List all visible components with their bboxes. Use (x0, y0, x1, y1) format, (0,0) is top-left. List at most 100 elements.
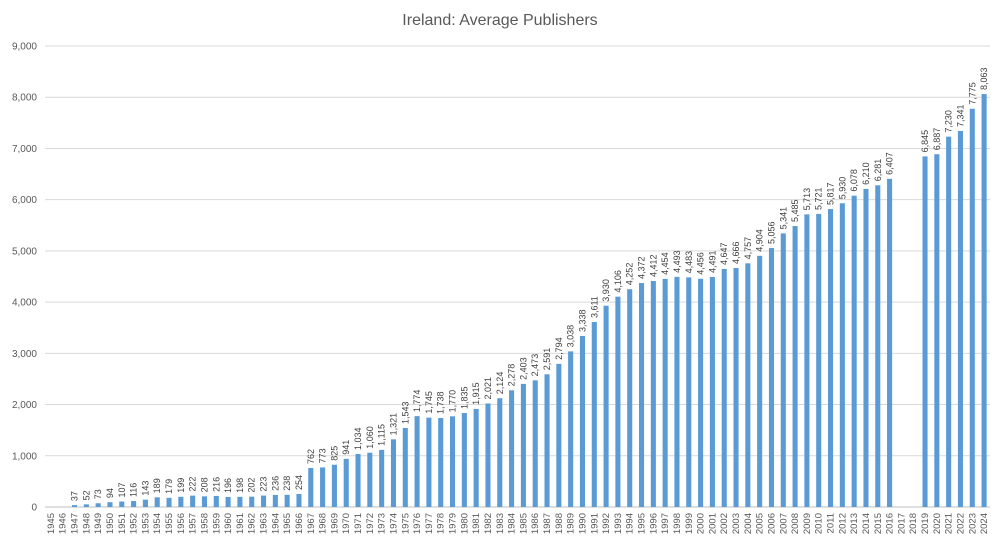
bar (638, 283, 645, 507)
x-tick-label: 1995 (637, 513, 648, 534)
data-label: 1,915 (471, 382, 481, 405)
data-label: 254 (294, 475, 304, 490)
bar (934, 154, 940, 508)
x-tick-label: 1957 (188, 513, 199, 534)
data-label: 6,078 (849, 169, 859, 192)
data-label: 179 (164, 479, 174, 494)
x-tick-label: 1996 (648, 513, 659, 534)
x-tick-label: 1999 (684, 513, 695, 534)
data-label: 2,794 (554, 337, 564, 360)
bar (946, 136, 952, 507)
data-label: 107 (117, 482, 127, 497)
data-label: 5,341 (778, 207, 788, 230)
data-label: 6,210 (861, 162, 871, 185)
data-label: 5,056 (766, 221, 776, 244)
data-label: 5,485 (790, 200, 800, 223)
x-tick-label: 1956 (176, 513, 187, 534)
bar (237, 496, 243, 507)
bar (414, 416, 420, 507)
bar (213, 495, 219, 507)
y-tick-label: 6,000 (12, 195, 37, 206)
data-label: 7,341 (955, 104, 965, 127)
data-label: 4,757 (743, 237, 753, 260)
x-tick-label: 1980 (459, 513, 470, 534)
data-label: 1,774 (412, 390, 422, 413)
x-tick-label: 1967 (306, 513, 317, 534)
bar (544, 374, 550, 507)
bar (851, 195, 857, 507)
bar (780, 233, 786, 507)
data-label: 825 (329, 446, 339, 461)
data-label: 2,591 (542, 348, 552, 371)
x-tick-label: 1990 (577, 513, 588, 534)
gridlines (45, 45, 990, 508)
x-tick-label: 1986 (530, 513, 541, 534)
bar (981, 93, 987, 507)
x-tick-label: 1993 (613, 513, 624, 534)
bar (296, 493, 302, 507)
x-tick-label: 1987 (542, 513, 553, 534)
bar (804, 214, 810, 508)
x-tick-label: 1953 (140, 513, 151, 534)
bar (792, 226, 798, 507)
x-tick-label: 1983 (495, 513, 506, 534)
data-label: 6,845 (920, 130, 930, 153)
data-label: 5,817 (826, 183, 836, 206)
data-label: 1,060 (365, 426, 375, 449)
data-label: 199 (176, 478, 186, 493)
bar (95, 503, 101, 507)
bar (390, 439, 397, 507)
data-labels: 37 52 73 94 107 116 143 189 179 199 222 208 216 196 19… (70, 67, 990, 501)
data-label: 1,543 (400, 401, 410, 424)
x-tick-label: 1984 (507, 513, 518, 534)
bar (603, 305, 609, 507)
data-label: 6,281 (873, 159, 883, 182)
x-tick-label: 1948 (81, 513, 92, 534)
data-label: 238 (282, 476, 292, 491)
x-tick-label: 1979 (448, 513, 459, 534)
x-tick-label: 1961 (235, 513, 246, 534)
bar (745, 263, 751, 507)
data-label: 5,721 (814, 187, 824, 210)
x-tick-label: 1966 (294, 513, 305, 534)
data-label: 1,321 (388, 413, 398, 436)
x-tick-label: 1976 (412, 513, 423, 534)
data-label: 4,904 (755, 229, 765, 252)
bar (249, 496, 255, 507)
data-label: 4,666 (731, 241, 741, 264)
bar (402, 427, 408, 507)
x-tick-label: 2018 (908, 513, 919, 534)
bar (957, 130, 964, 507)
bar (497, 398, 503, 507)
bar (201, 496, 208, 507)
x-tick-label: 1977 (424, 513, 435, 534)
bar (674, 276, 680, 507)
data-label: 198 (235, 478, 245, 493)
x-tick-label: 1991 (589, 513, 600, 534)
bar (615, 296, 621, 507)
data-label: 4,412 (648, 254, 658, 277)
bar (721, 268, 727, 507)
bar (839, 203, 845, 507)
bar (284, 494, 290, 507)
x-tick-label: 1997 (660, 513, 671, 534)
x-tick-label: 1974 (388, 513, 399, 534)
x-tick-label: 1969 (329, 513, 340, 534)
bar (260, 495, 267, 507)
data-label: 196 (223, 478, 233, 493)
x-tick-label: 1998 (672, 513, 683, 534)
bar (331, 464, 337, 507)
data-label: 773 (318, 448, 328, 463)
x-tick-label: 1949 (93, 513, 104, 534)
bar (107, 502, 113, 507)
y-tick-label: 9,000 (12, 42, 37, 53)
data-label: 1,738 (436, 391, 446, 414)
data-label: 3,338 (577, 309, 587, 332)
data-label: 2,473 (530, 354, 540, 377)
bar (308, 467, 314, 507)
x-tick-label: 1962 (247, 513, 258, 534)
bar (190, 495, 196, 507)
x-tick-label: 1959 (211, 513, 222, 534)
